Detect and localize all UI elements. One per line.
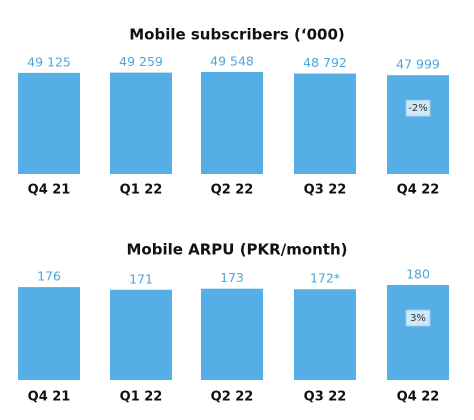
value-label: 180 [406,267,430,282]
change-label: -2% [408,103,427,114]
value-label: 49 259 [119,54,163,69]
bar [18,72,80,174]
value-label: 172* [310,271,340,286]
category-label: Q3 22 [304,390,347,405]
category-label: Q4 22 [397,183,440,198]
category-label: Q3 22 [304,183,347,198]
category-label: Q4 21 [28,183,71,198]
bar [387,75,449,174]
bar [294,289,356,380]
bar [110,289,172,380]
value-label: 173 [220,270,244,285]
bar [201,288,263,380]
value-label: 171 [129,271,153,286]
value-label: 176 [37,269,61,284]
category-label: Q1 22 [120,183,163,198]
chart-title: Mobile subscribers (‘000) [129,26,345,44]
category-label: Q4 21 [28,390,71,405]
chart-title: Mobile ARPU (PKR/month) [126,241,347,259]
value-label: 48 792 [303,55,347,70]
change-box [405,309,431,327]
value-label: 47 999 [396,57,440,72]
category-label: Q1 22 [120,390,163,405]
value-label: 49 548 [210,54,254,69]
change-label: 3% [410,313,426,324]
bar [110,72,172,174]
category-label: Q2 22 [211,390,254,405]
category-label: Q4 22 [397,390,440,405]
bar [387,285,449,380]
bar [294,73,356,174]
value-label: 49 125 [27,54,71,69]
category-label: Q2 22 [211,183,254,198]
change-box [405,99,431,117]
bar [18,287,80,380]
bar [201,72,263,174]
